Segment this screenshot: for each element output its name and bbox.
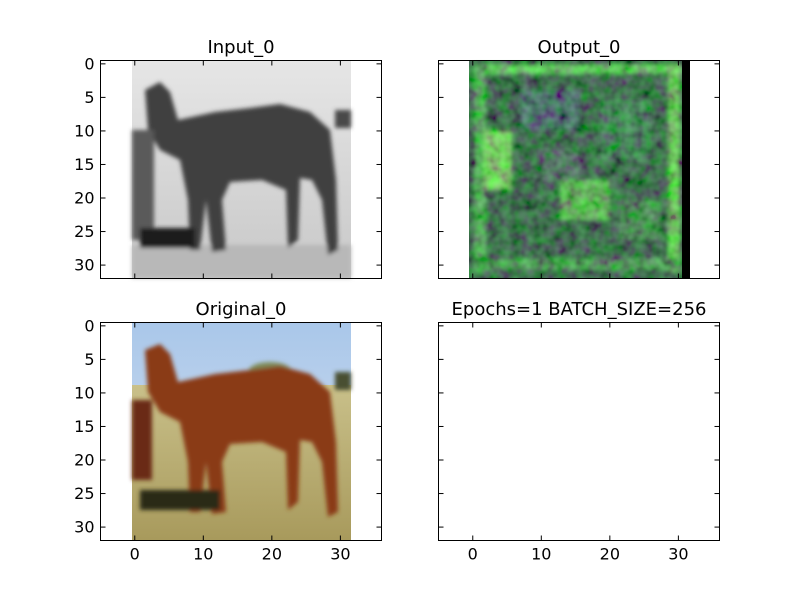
y-tick-label: 30 (74, 518, 94, 537)
title-original: Original_0 (196, 299, 287, 320)
y-tick-label: 15 (74, 155, 94, 174)
axes-frame-settings (438, 322, 720, 541)
title-settings: Epochs=1 BATCH_SIZE=256 (452, 299, 707, 320)
title-output: Output_0 (538, 37, 621, 58)
y-tick-label: 25 (74, 222, 94, 241)
title-input: Input_0 (207, 37, 274, 58)
x-tick-label: 20 (600, 545, 620, 564)
input-image (132, 60, 351, 278)
x-tick-label: 10 (193, 545, 213, 564)
x-tick-label: 0 (130, 545, 140, 564)
y-tick-label: 5 (84, 88, 94, 107)
output-image (469, 60, 690, 278)
x-tick-label: 10 (531, 545, 551, 564)
y-tick-label: 15 (74, 417, 94, 436)
axes-frame-original (100, 322, 382, 541)
axes-frame-input (100, 60, 382, 279)
y-tick-label: 30 (74, 256, 94, 275)
y-tick-label: 0 (84, 54, 94, 73)
x-tick-label: 30 (330, 545, 350, 564)
original-image (132, 322, 351, 540)
ticks-layer: 0 5 10 15 20 25 30 0 10 20 30 0 5 10 15 20 25 30 0 10 20 30 (74, 54, 720, 564)
y-tick-label: 10 (74, 121, 94, 140)
x-tick-label: 20 (262, 545, 282, 564)
y-tick-label: 20 (74, 451, 94, 470)
x-tick-label: 0 (468, 545, 478, 564)
axes-frame-output (438, 60, 720, 279)
y-tick-label: 20 (74, 189, 94, 208)
x-tick-label: 30 (668, 545, 688, 564)
y-tick-label: 25 (74, 484, 94, 503)
y-tick-label: 10 (74, 383, 94, 402)
y-tick-label: 0 (84, 316, 94, 335)
y-tick-label: 5 (84, 350, 94, 369)
